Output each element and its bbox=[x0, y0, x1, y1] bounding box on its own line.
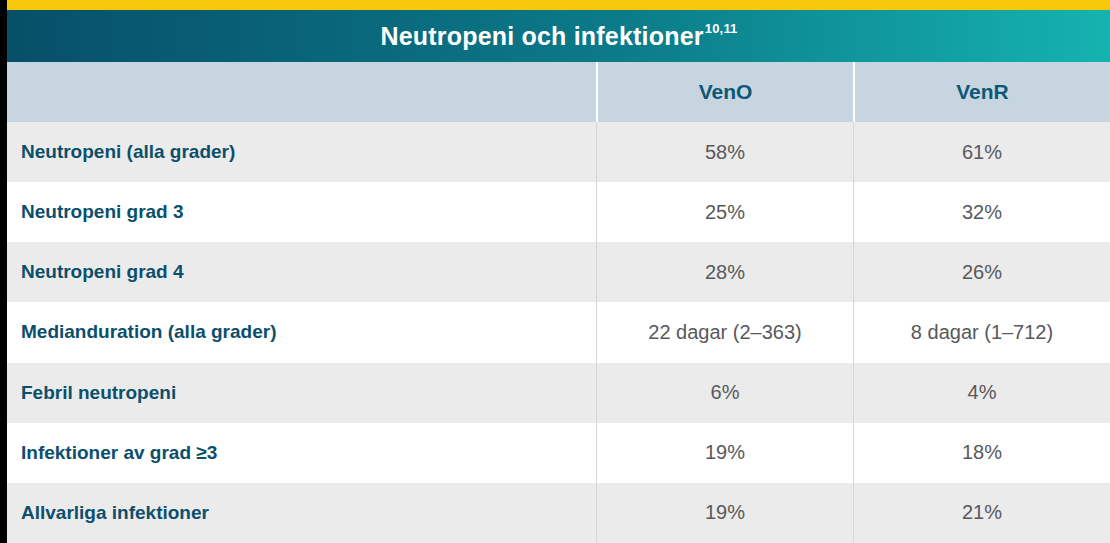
veno-value: 28% bbox=[596, 242, 853, 302]
title-reference-superscript: 10,11 bbox=[705, 21, 738, 36]
column-header-venr: VenR bbox=[853, 62, 1110, 122]
row-label: Neutropeni grad 4 bbox=[7, 242, 596, 302]
venr-value: 61% bbox=[853, 122, 1110, 182]
table-row: Neutropeni grad 4 28% 26% bbox=[7, 242, 1110, 302]
veno-value: 58% bbox=[596, 122, 853, 182]
column-header-row: VenO VenR bbox=[7, 62, 1110, 122]
venr-value: 32% bbox=[853, 182, 1110, 242]
table-row: Infektioner av grad ≥3 19% 18% bbox=[7, 423, 1110, 483]
title-band: Neutropeni och infektioner10,11 bbox=[7, 10, 1110, 62]
veno-value: 22 dagar (2–363) bbox=[596, 302, 853, 362]
left-edge-strip bbox=[0, 0, 7, 543]
table-row: Allvarliga infektioner 19% 21% bbox=[7, 483, 1110, 543]
column-header-empty bbox=[7, 62, 596, 122]
venr-value: 21% bbox=[853, 483, 1110, 543]
veno-value: 19% bbox=[596, 483, 853, 543]
row-label: Neutropeni (alla grader) bbox=[7, 122, 596, 182]
table-frame: Neutropeni och infektioner10,11 VenO Ven… bbox=[0, 0, 1110, 543]
row-label: Allvarliga infektioner bbox=[7, 483, 596, 543]
venr-value: 18% bbox=[853, 423, 1110, 483]
table-row: Neutropeni (alla grader) 58% 61% bbox=[7, 122, 1110, 182]
table-row: Febril neutropeni 6% 4% bbox=[7, 363, 1110, 423]
table-body: Neutropeni (alla grader) 58% 61% Neutrop… bbox=[7, 122, 1110, 543]
veno-value: 25% bbox=[596, 182, 853, 242]
row-label: Infektioner av grad ≥3 bbox=[7, 423, 596, 483]
column-header-veno: VenO bbox=[596, 62, 853, 122]
venr-value: 8 dagar (1–712) bbox=[853, 302, 1110, 362]
top-accent-bar bbox=[7, 0, 1110, 10]
table-title: Neutropeni och infektioner10,11 bbox=[380, 22, 736, 51]
table-row: Neutropeni grad 3 25% 32% bbox=[7, 182, 1110, 242]
table-row: Medianduration (alla grader) 22 dagar (2… bbox=[7, 302, 1110, 362]
row-label: Neutropeni grad 3 bbox=[7, 182, 596, 242]
table-content: Neutropeni och infektioner10,11 VenO Ven… bbox=[7, 0, 1110, 543]
table-title-text: Neutropeni och infektioner bbox=[380, 22, 703, 50]
venr-value: 26% bbox=[853, 242, 1110, 302]
row-label: Febril neutropeni bbox=[7, 363, 596, 423]
veno-value: 6% bbox=[596, 363, 853, 423]
row-label: Medianduration (alla grader) bbox=[7, 302, 596, 362]
venr-value: 4% bbox=[853, 363, 1110, 423]
veno-value: 19% bbox=[596, 423, 853, 483]
